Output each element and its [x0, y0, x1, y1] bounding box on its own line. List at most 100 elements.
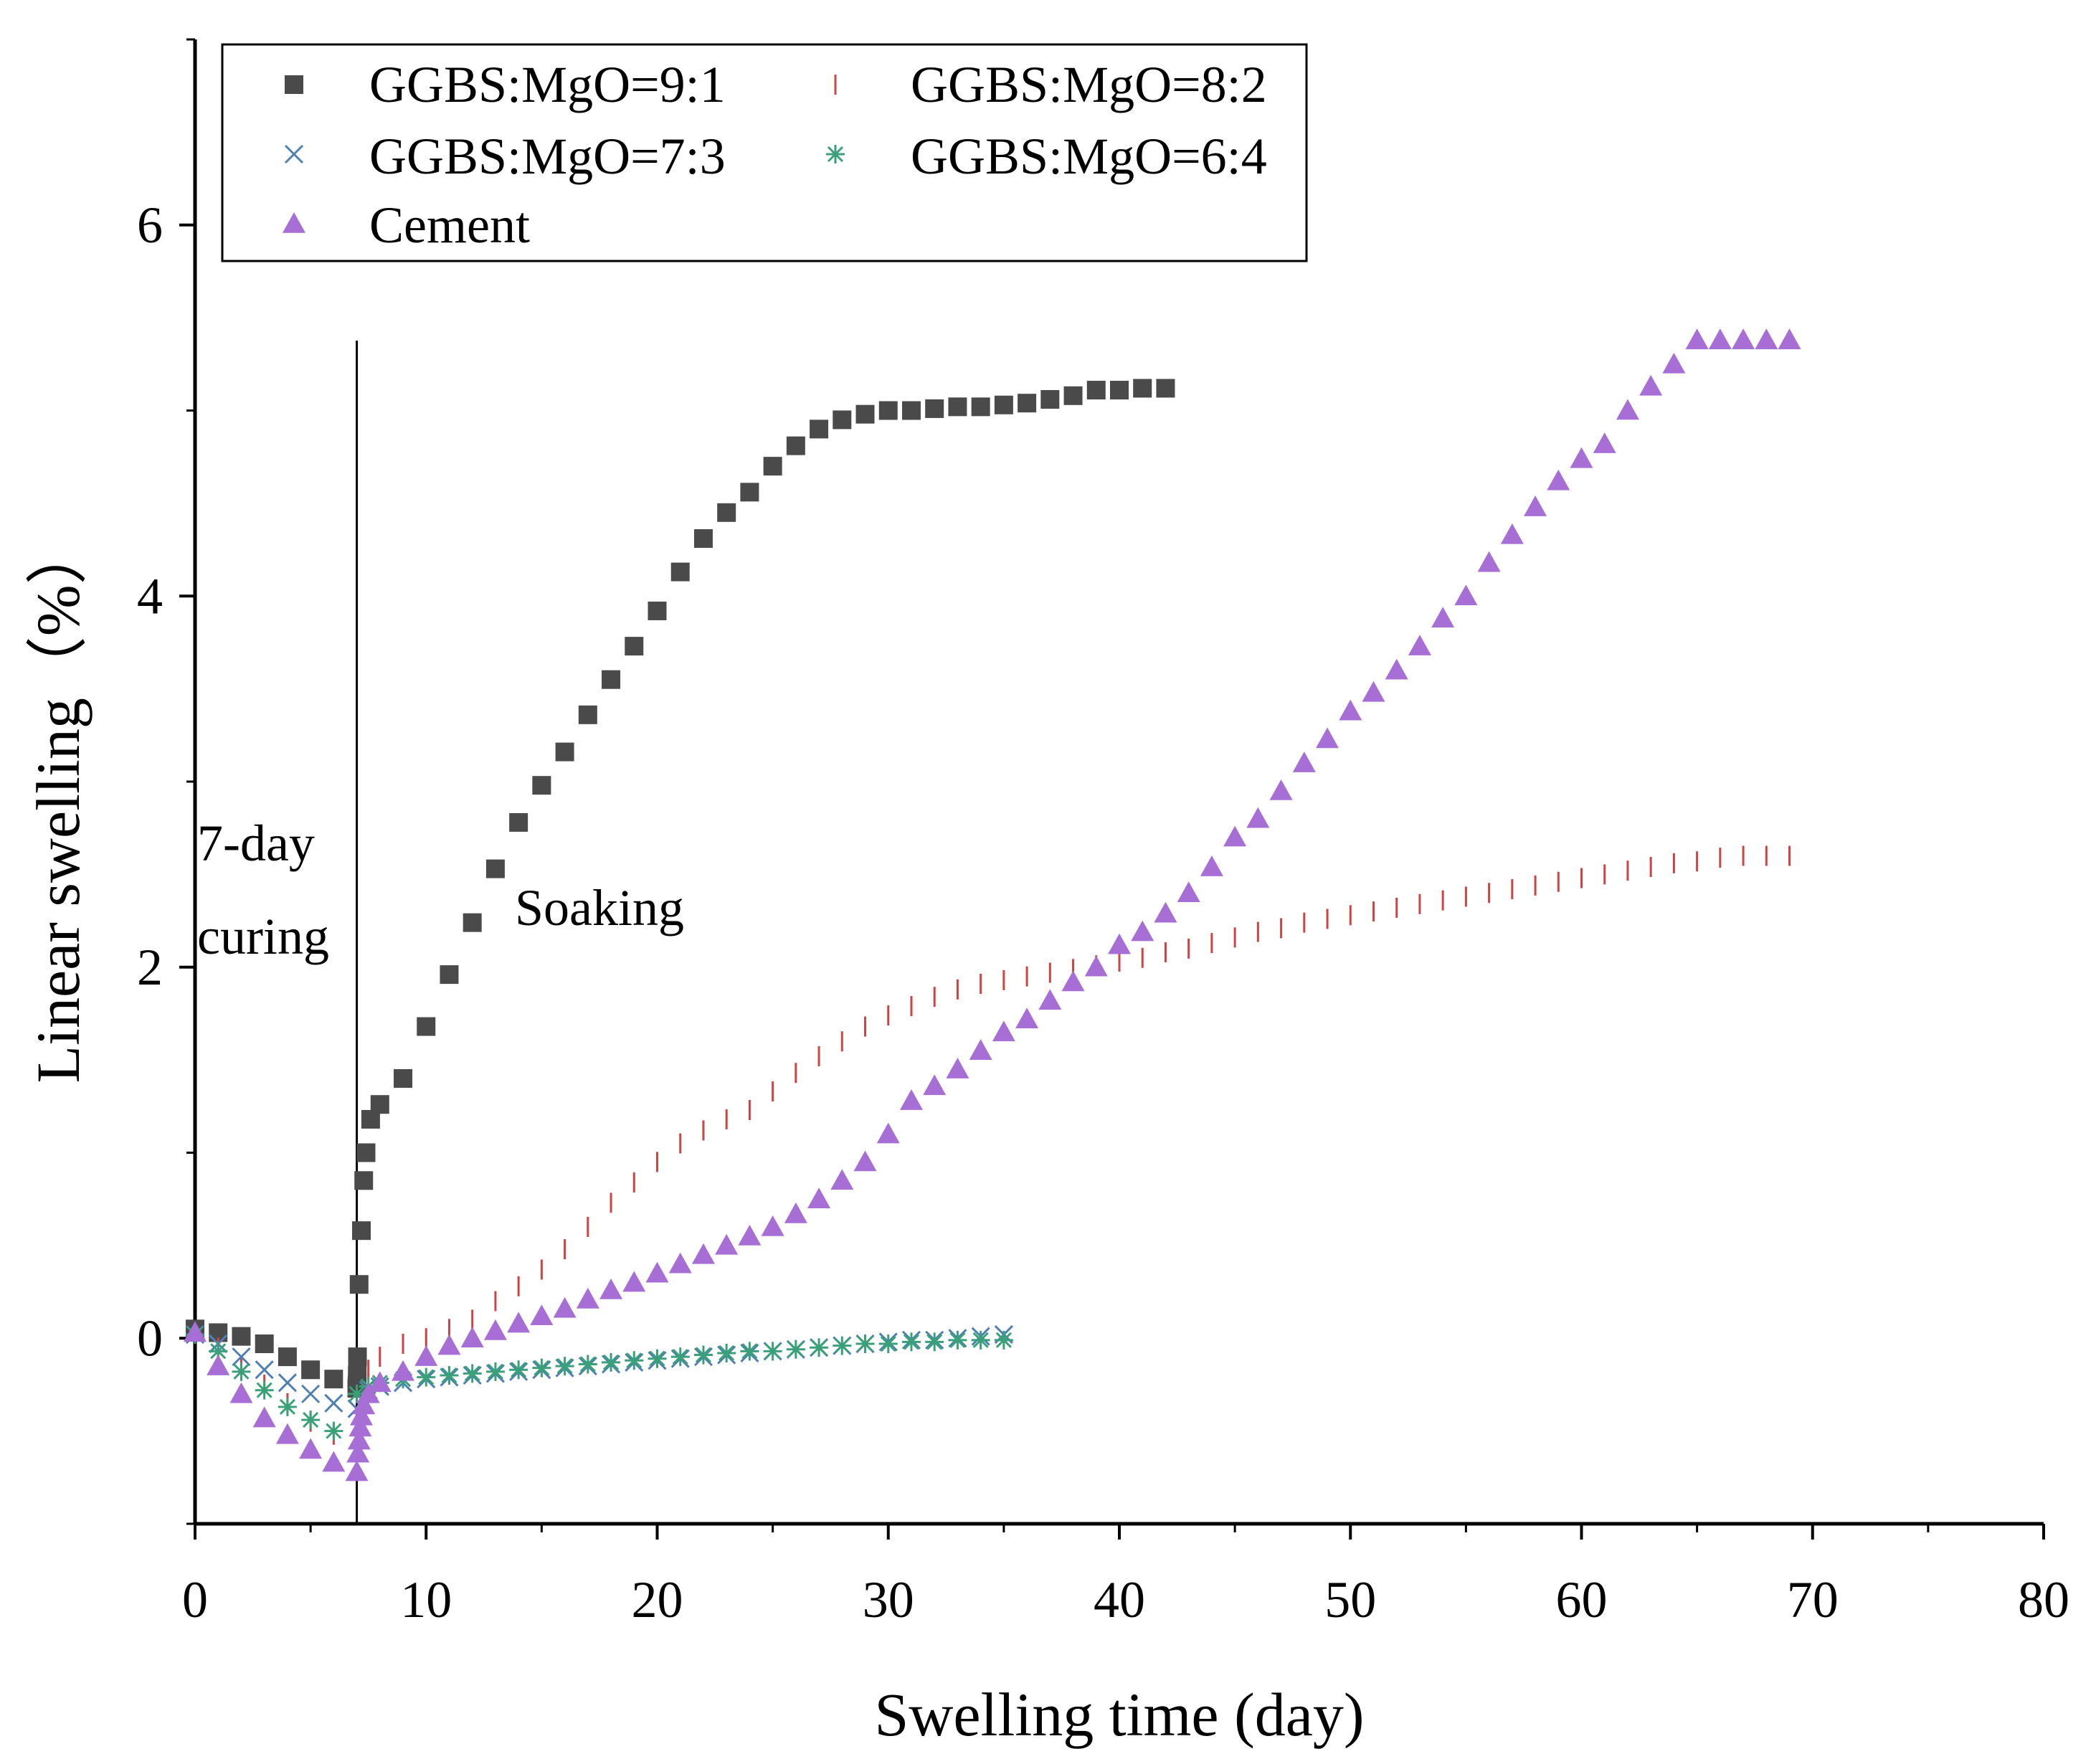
data-point — [1778, 328, 1801, 349]
data-point — [691, 1243, 715, 1264]
x-tick-label: 20 — [632, 1571, 683, 1628]
data-point — [1477, 551, 1501, 572]
data-point — [278, 1397, 297, 1416]
data-point — [1061, 970, 1085, 992]
data-point — [530, 1304, 554, 1325]
data-point — [786, 1339, 805, 1359]
data-point — [1154, 901, 1177, 923]
data-point — [1431, 607, 1455, 628]
data-point — [1732, 328, 1755, 349]
series-4 — [186, 1325, 1013, 1441]
data-point — [1110, 381, 1129, 400]
data-point — [622, 1271, 646, 1292]
data-point — [1133, 379, 1152, 398]
data-point — [440, 965, 459, 985]
data-point — [969, 1039, 992, 1060]
data-point — [925, 399, 944, 418]
data-point — [855, 404, 875, 424]
data-point — [855, 1334, 875, 1354]
data-point — [1755, 328, 1778, 349]
data-point — [1408, 635, 1431, 655]
data-point — [876, 1122, 900, 1144]
data-point — [899, 1089, 923, 1110]
data-point — [324, 1421, 343, 1441]
data-point — [349, 1275, 369, 1294]
data-point — [833, 1336, 852, 1355]
data-point — [532, 1358, 551, 1377]
data-point — [833, 410, 852, 430]
data-point — [948, 397, 967, 417]
data-point — [232, 1362, 251, 1381]
data-point — [715, 1233, 739, 1255]
data-point — [1662, 352, 1686, 374]
legend-label-series-5: Cement — [369, 196, 530, 254]
data-point — [1038, 989, 1062, 1010]
y-tick-label: 6 — [137, 196, 163, 254]
data-point — [948, 1330, 967, 1350]
data-point — [670, 1347, 690, 1367]
data-point — [901, 401, 921, 420]
data-point — [668, 1252, 692, 1274]
data-point — [350, 1404, 374, 1426]
data-point — [1500, 523, 1524, 544]
data-point — [352, 1221, 371, 1241]
data-point — [299, 1438, 323, 1459]
data-point — [463, 913, 482, 932]
data-point — [460, 1327, 484, 1348]
data-point — [602, 670, 621, 689]
data-point — [1639, 374, 1663, 396]
x-tick-label: 60 — [1556, 1571, 1608, 1628]
curing-label-line1: 7-day — [197, 815, 315, 872]
legend-marker-series-3 — [284, 144, 304, 164]
data-point — [354, 1171, 374, 1190]
data-point — [1316, 727, 1339, 749]
y-tick-label: 4 — [137, 567, 163, 625]
data-point — [555, 1357, 574, 1376]
data-point — [555, 742, 574, 762]
data-point — [578, 705, 597, 724]
y-axis-title: Linear swelling（%） — [24, 523, 93, 1083]
data-point — [485, 859, 505, 878]
data-point — [507, 1312, 531, 1333]
data-point — [1200, 855, 1223, 876]
data-point — [1131, 920, 1154, 942]
data-point — [348, 1347, 367, 1367]
data-point — [1385, 658, 1408, 680]
data-point — [1246, 807, 1270, 828]
curing-label-line2: curing — [197, 908, 329, 965]
legend-marker-series-5 — [283, 212, 305, 233]
data-point — [1708, 328, 1732, 349]
data-point — [352, 1393, 376, 1415]
data-point — [763, 457, 782, 476]
data-point — [1593, 432, 1616, 453]
data-point — [599, 1278, 623, 1299]
data-point — [417, 1367, 436, 1387]
data-point — [324, 1393, 343, 1413]
data-point — [578, 1355, 597, 1374]
x-tick-label: 70 — [1787, 1571, 1839, 1628]
legend-label-series-3: GGBS:MgO=7:3 — [369, 128, 726, 185]
data-point — [437, 1334, 461, 1355]
data-point — [625, 637, 644, 656]
x-tick-label: 30 — [863, 1571, 914, 1628]
data-point — [1524, 495, 1547, 516]
data-point — [356, 1382, 380, 1403]
data-point — [463, 1364, 482, 1383]
legend-label-series-2: GGBS:MgO=8:2 — [911, 56, 1267, 113]
data-point — [693, 529, 713, 549]
data-point — [347, 1428, 371, 1450]
data-point — [971, 1330, 990, 1350]
data-point — [347, 1384, 366, 1403]
data-point — [810, 419, 829, 439]
data-point — [553, 1296, 577, 1318]
legend-marker-series-1 — [285, 75, 303, 94]
data-point — [853, 1150, 877, 1172]
data-point — [946, 1058, 969, 1078]
data-point — [345, 1460, 369, 1481]
data-point — [229, 1382, 253, 1403]
legend-marker-series-4 — [826, 145, 845, 163]
data-point — [1177, 881, 1200, 903]
data-point — [1339, 699, 1362, 721]
